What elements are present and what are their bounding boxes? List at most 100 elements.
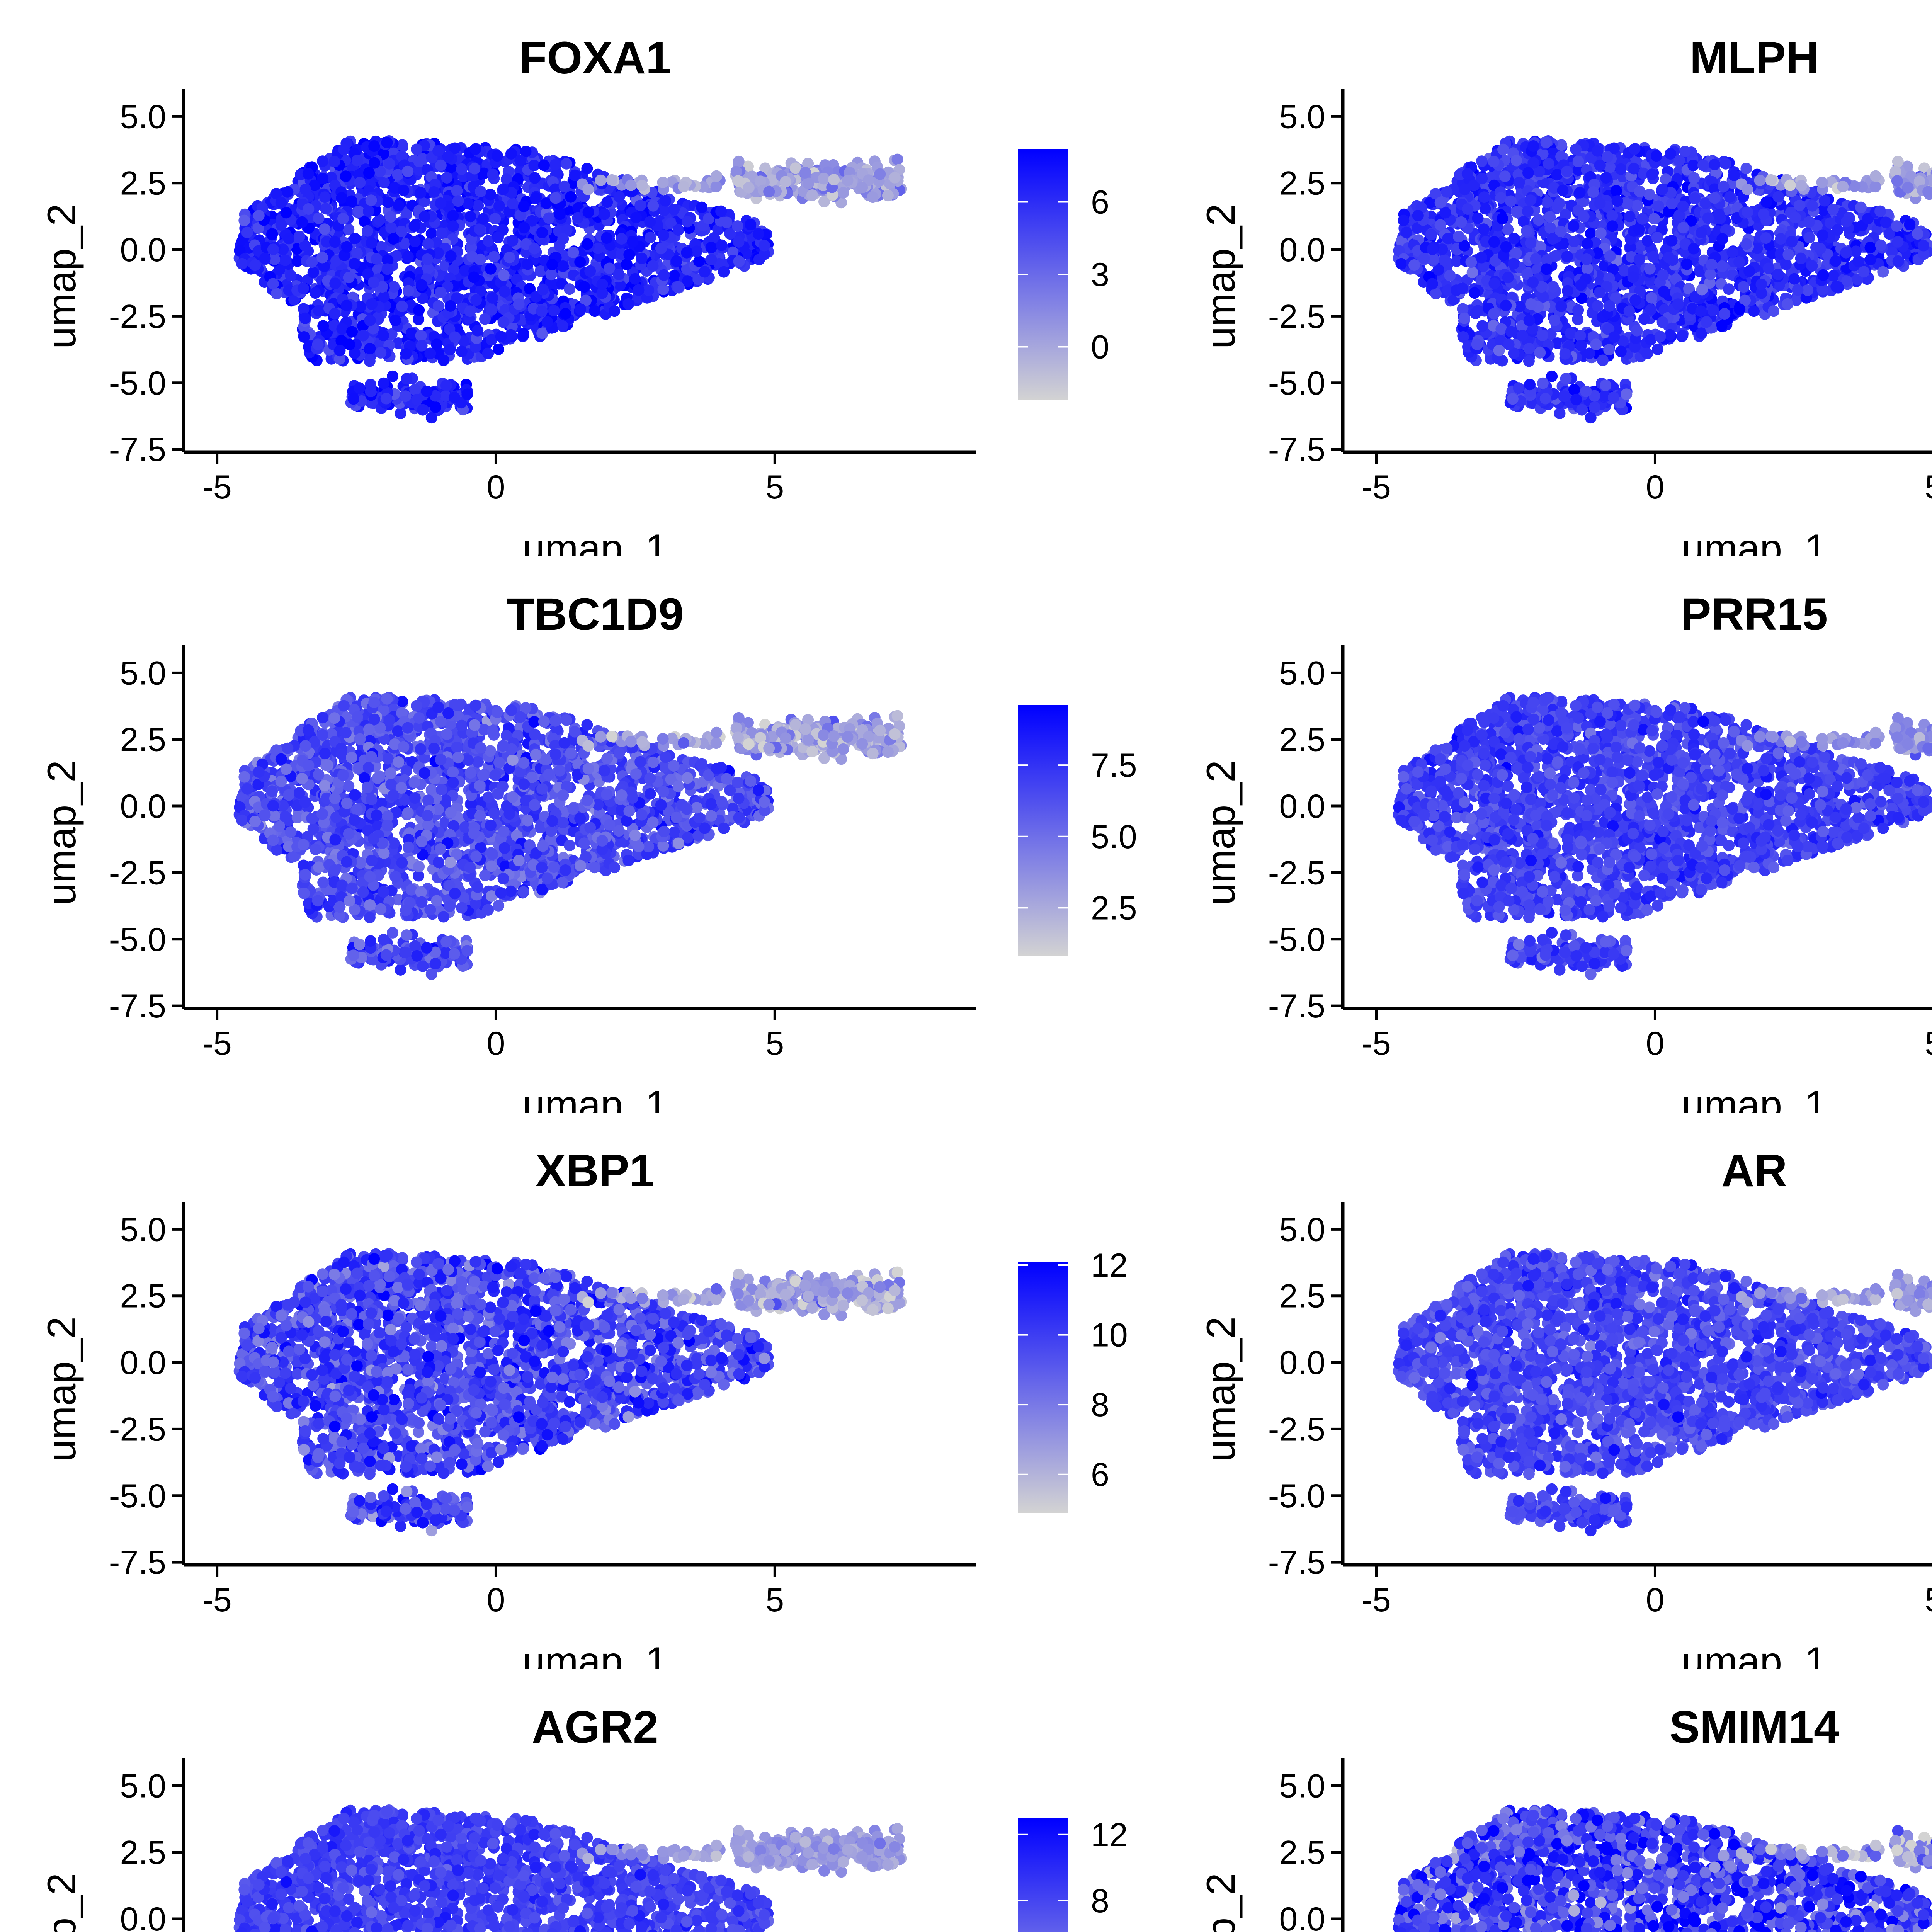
- data-point: [267, 278, 279, 290]
- data-point: [1521, 225, 1532, 237]
- data-point: [1508, 258, 1519, 269]
- data-point: [682, 216, 693, 227]
- data-point: [1457, 282, 1468, 294]
- data-point: [451, 185, 463, 197]
- data-point: [1681, 259, 1693, 270]
- data-point: [1582, 238, 1593, 250]
- data-point: [1892, 156, 1904, 167]
- data-point: [1893, 255, 1904, 267]
- feature-plot-foxa1: FOXA1 -5 0 5 5.0 2.5 0.0 -2.5 -5.0 -7.5 umap_1 umap…: [0, 0, 1159, 556]
- data-point: [658, 230, 669, 241]
- data-point: [1815, 243, 1826, 254]
- data-point: [578, 281, 590, 293]
- data-point: [1530, 253, 1542, 265]
- data-point: [1758, 209, 1769, 220]
- data-point: [1527, 140, 1539, 152]
- data-point: [1467, 267, 1478, 278]
- data-point: [1891, 220, 1903, 232]
- data-point: [298, 282, 309, 294]
- data-point: [421, 386, 433, 397]
- data-point: [1702, 212, 1714, 224]
- data-point: [1636, 213, 1648, 225]
- data-point: [1658, 286, 1670, 298]
- data-point: [597, 279, 608, 290]
- data-point: [1604, 300, 1616, 312]
- data-point: [461, 388, 473, 400]
- data-point: [1497, 213, 1508, 224]
- data-point: [1488, 308, 1500, 320]
- data-point: [388, 281, 400, 293]
- data-point: [1858, 266, 1870, 277]
- data-point: [1543, 158, 1554, 170]
- data-point: [1768, 305, 1779, 317]
- data-point: [368, 277, 379, 288]
- data-point: [595, 175, 607, 186]
- data-point: [495, 331, 507, 342]
- data-point: [1471, 338, 1483, 350]
- data-point: [1855, 202, 1867, 213]
- data-point: [1587, 186, 1599, 198]
- data-point: [442, 151, 454, 163]
- data-point: [529, 243, 540, 255]
- data-point: [623, 249, 635, 260]
- data-point: [1510, 247, 1522, 259]
- data-point: [1574, 187, 1586, 199]
- data-point: [1697, 160, 1709, 171]
- data-point: [441, 172, 453, 184]
- data-point: [341, 300, 352, 311]
- data-point: [1597, 355, 1609, 366]
- data-point: [1633, 223, 1645, 235]
- data-point: [1465, 256, 1477, 268]
- data-point: [1425, 229, 1437, 240]
- data-point: [1874, 206, 1886, 217]
- data-point: [369, 157, 380, 169]
- data-point: [657, 177, 669, 188]
- data-point: [1645, 304, 1656, 316]
- data-point: [1570, 144, 1582, 155]
- data-point: [267, 243, 279, 255]
- data-point: [363, 206, 374, 217]
- x-tick-label: -5: [202, 469, 231, 506]
- data-point: [1724, 191, 1736, 203]
- data-point: [474, 223, 486, 235]
- data-point: [1568, 236, 1580, 247]
- data-point: [488, 251, 500, 263]
- data-point: [343, 272, 355, 283]
- data-point: [403, 285, 414, 297]
- data-point: [1401, 227, 1412, 238]
- data-point: [1806, 200, 1818, 212]
- data-point: [582, 238, 593, 250]
- data-point: [630, 212, 642, 223]
- data-point: [856, 182, 868, 193]
- data-point: [601, 232, 612, 244]
- data-point: [346, 326, 358, 338]
- data-point: [317, 320, 329, 332]
- y-tick-label: 2.5: [120, 165, 166, 202]
- data-point: [1784, 180, 1796, 191]
- data-point: [1706, 259, 1717, 270]
- data-point: [354, 177, 366, 189]
- data-point: [398, 185, 409, 196]
- data-point: [583, 206, 594, 218]
- data-point: [1644, 263, 1656, 275]
- data-point: [1488, 278, 1500, 289]
- data-point: [310, 287, 321, 299]
- data-point: [629, 273, 641, 285]
- data-point: [1615, 346, 1627, 357]
- data-point: [1789, 273, 1800, 285]
- data-point: [1782, 298, 1793, 310]
- data-point: [444, 344, 456, 355]
- data-point: [1495, 192, 1507, 204]
- data-point: [1624, 305, 1635, 317]
- data-point: [395, 408, 406, 419]
- data-point: [364, 343, 376, 354]
- data-point: [313, 213, 325, 224]
- data-point: [507, 198, 519, 209]
- data-point: [1554, 408, 1566, 419]
- data-point: [465, 211, 476, 222]
- data-point: [1561, 166, 1573, 177]
- data-point: [763, 186, 775, 197]
- data-point: [589, 305, 600, 317]
- data-point: [1657, 269, 1669, 281]
- data-point: [1503, 339, 1515, 350]
